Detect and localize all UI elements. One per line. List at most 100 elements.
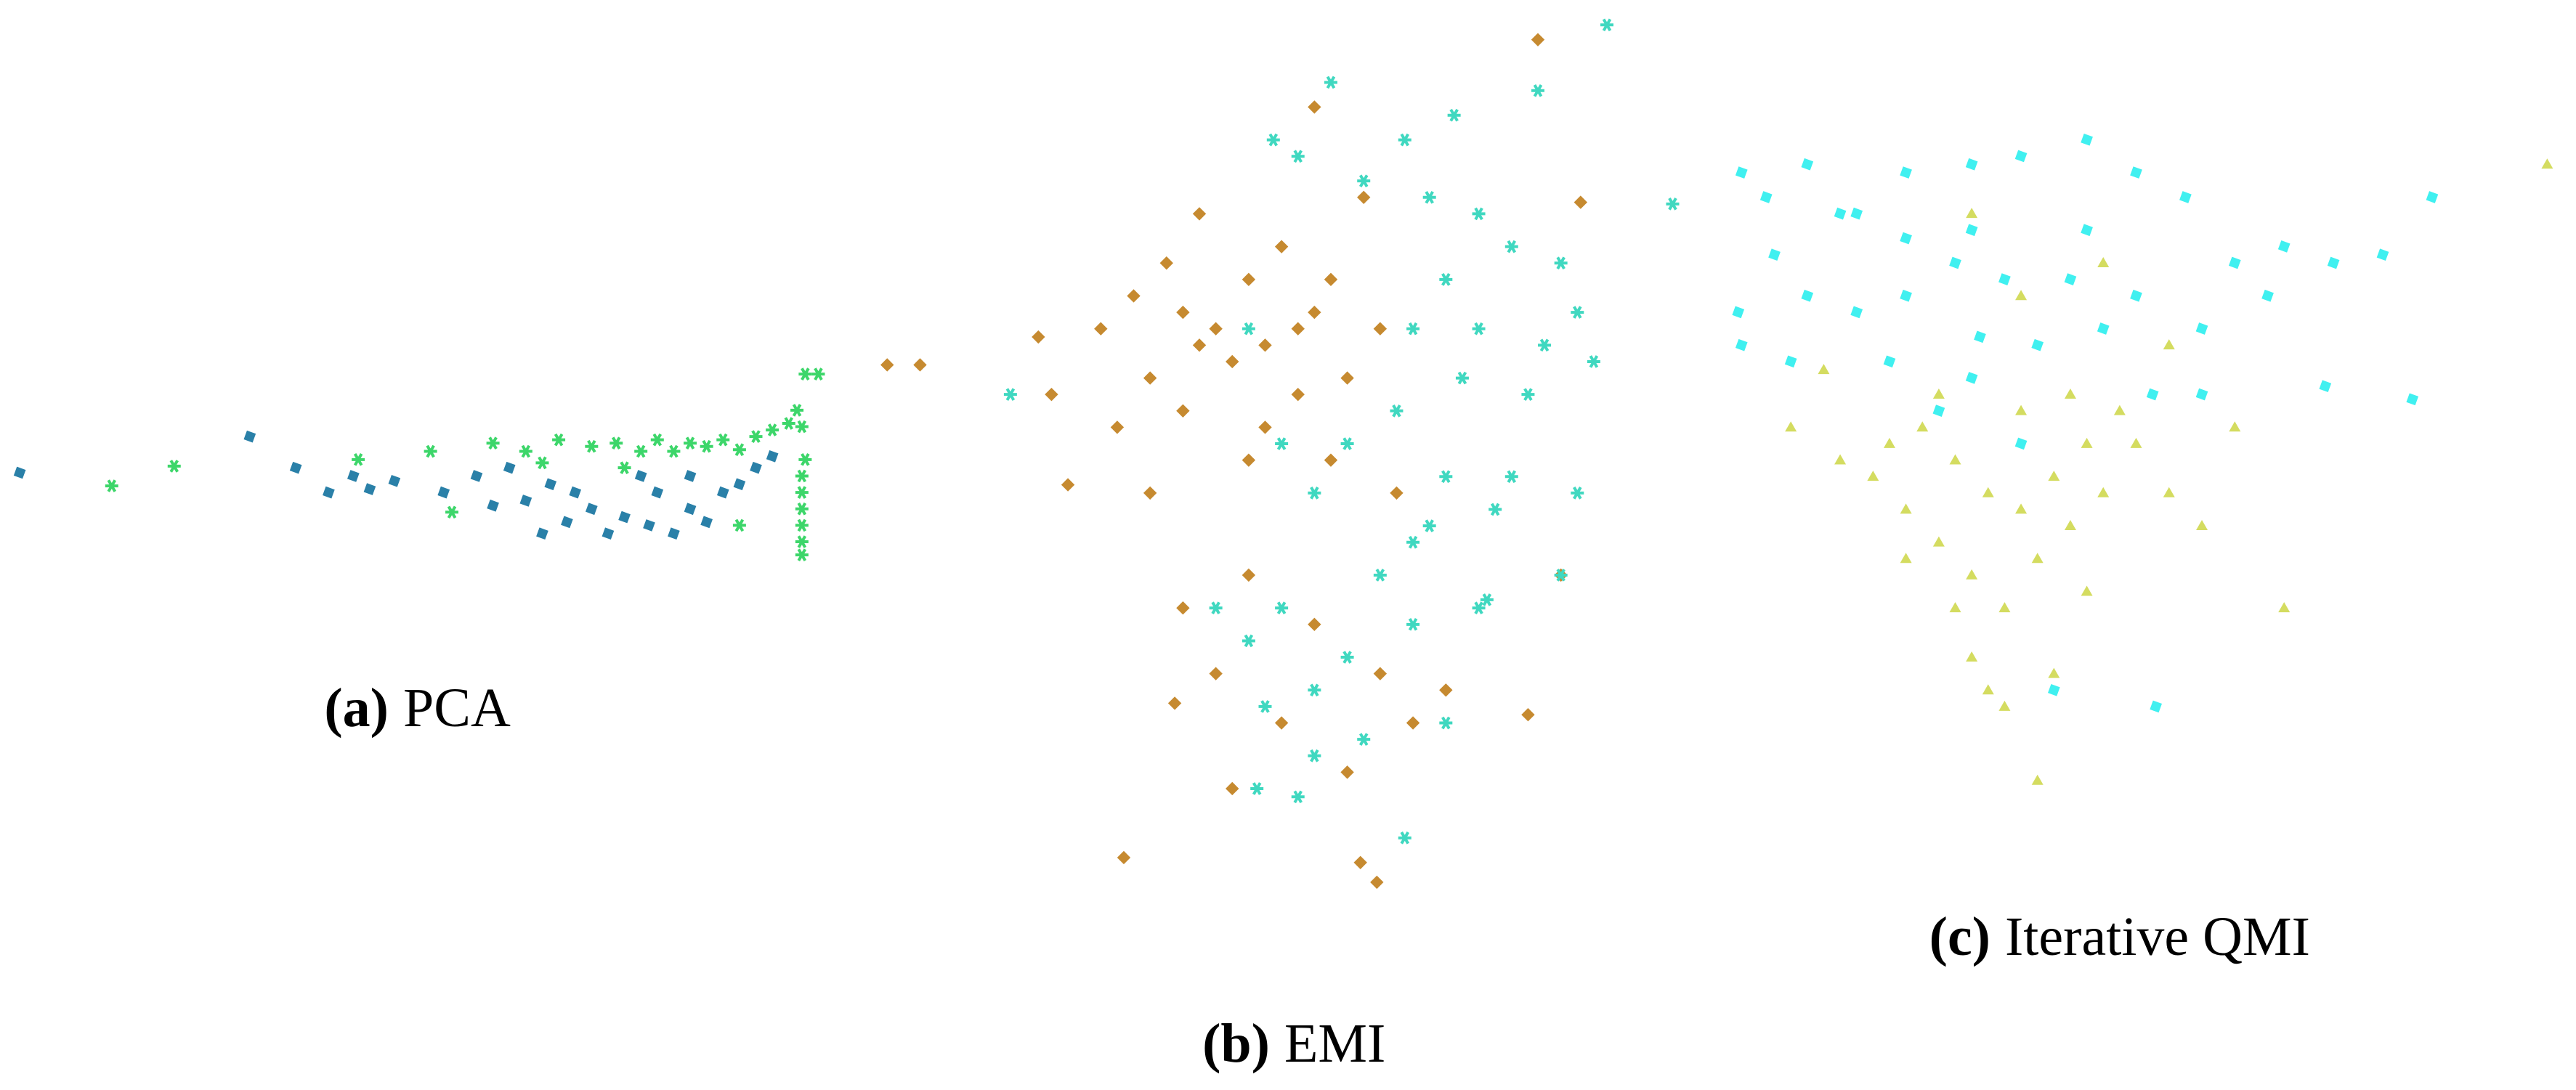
- data-point: [1373, 322, 1388, 335]
- data-point: [1735, 166, 1748, 179]
- point-marker: [732, 443, 746, 457]
- data-point: [2163, 339, 2175, 350]
- point-marker: [2195, 388, 2208, 401]
- data-point: [2179, 191, 2192, 203]
- point-marker: [634, 444, 648, 458]
- data-point: [609, 436, 623, 450]
- data-point: [1398, 831, 1411, 845]
- point-marker: [2031, 774, 2044, 785]
- point-marker: [811, 367, 825, 381]
- data-point: [519, 495, 532, 507]
- data-point: [798, 367, 812, 381]
- data-point: [1998, 273, 2011, 285]
- point-marker: [1834, 207, 1847, 220]
- data-point: [1966, 651, 1978, 662]
- data-point: [634, 470, 647, 482]
- data-point: [1274, 716, 1289, 730]
- data-point: [700, 439, 713, 453]
- data-point: [544, 478, 557, 491]
- point-marker: [1291, 790, 1305, 804]
- point-marker: [1167, 696, 1182, 710]
- data-point: [1370, 875, 1384, 890]
- point-marker: [1390, 404, 1404, 418]
- point-marker: [1965, 372, 1978, 384]
- point-marker: [795, 535, 809, 548]
- data-point: [1308, 100, 1321, 114]
- data-point: [634, 444, 648, 458]
- data-point: [2261, 289, 2274, 302]
- point-marker: [1850, 306, 1863, 319]
- data-point: [766, 423, 779, 436]
- data-point: [795, 535, 809, 548]
- data-point: [1373, 569, 1387, 582]
- data-point: [2081, 224, 2093, 237]
- point-marker: [668, 527, 680, 540]
- point-marker: [684, 503, 697, 516]
- point-marker: [569, 486, 582, 499]
- point-marker: [643, 519, 655, 532]
- point-marker: [1489, 503, 1502, 516]
- point-marker: [363, 483, 376, 495]
- point-marker: [790, 404, 804, 417]
- data-point: [1850, 306, 1863, 319]
- point-marker: [1916, 421, 1929, 432]
- data-point: [1209, 667, 1223, 680]
- point-marker: [2146, 388, 2159, 401]
- point-marker: [445, 505, 459, 519]
- point-marker: [2014, 150, 2028, 163]
- point-marker: [1324, 453, 1338, 467]
- data-point: [470, 470, 483, 482]
- data-point: [585, 503, 598, 516]
- point-marker: [602, 527, 615, 540]
- point-marker: [1785, 421, 1797, 432]
- data-point: [1308, 487, 1321, 500]
- point-marker: [2195, 322, 2208, 335]
- point-marker: [1258, 700, 1272, 713]
- data-point: [2014, 437, 2028, 450]
- point-marker: [1242, 634, 1255, 648]
- point-marker: [1554, 569, 1568, 582]
- data-point: [1353, 855, 1367, 869]
- data-point: [1480, 593, 1494, 606]
- data-point: [1883, 355, 1896, 368]
- point-marker: [1850, 207, 1863, 220]
- point-marker: [716, 486, 729, 499]
- point-marker: [2048, 667, 2060, 678]
- data-point: [1340, 765, 1354, 779]
- point-marker: [1587, 355, 1600, 368]
- data-point: [2146, 388, 2159, 401]
- data-point: [1176, 601, 1190, 615]
- data-point: [2081, 585, 2093, 596]
- data-point: [1324, 272, 1338, 287]
- data-point: [445, 505, 459, 519]
- data-point: [1357, 190, 1371, 204]
- point-marker: [2261, 289, 2274, 302]
- data-point: [1242, 453, 1256, 467]
- data-point: [617, 461, 631, 474]
- point-marker: [732, 518, 746, 532]
- data-point: [1998, 602, 2011, 613]
- point-marker: [1966, 208, 1978, 219]
- data-point: [2097, 257, 2110, 268]
- point-marker: [1159, 256, 1173, 270]
- point-marker: [2081, 437, 2093, 448]
- caption-title: Iterative QMI: [2005, 906, 2310, 967]
- point-marker: [1353, 855, 1367, 869]
- data-point: [1801, 158, 1814, 171]
- point-marker: [1032, 330, 1045, 344]
- point-marker: [1504, 470, 1518, 484]
- point-marker: [519, 444, 532, 458]
- data-point: [2277, 240, 2291, 253]
- data-point: [2064, 273, 2077, 285]
- point-marker: [2064, 273, 2077, 285]
- data-point: [1308, 683, 1321, 697]
- point-marker: [2031, 338, 2044, 351]
- data-point: [1489, 503, 1502, 516]
- point-marker: [1242, 322, 1255, 335]
- data-point: [1308, 617, 1321, 632]
- point-marker: [2064, 520, 2076, 531]
- data-point: [1472, 322, 1486, 335]
- data-point: [1250, 782, 1264, 795]
- data-point: [1258, 700, 1272, 713]
- point-marker: [795, 502, 809, 516]
